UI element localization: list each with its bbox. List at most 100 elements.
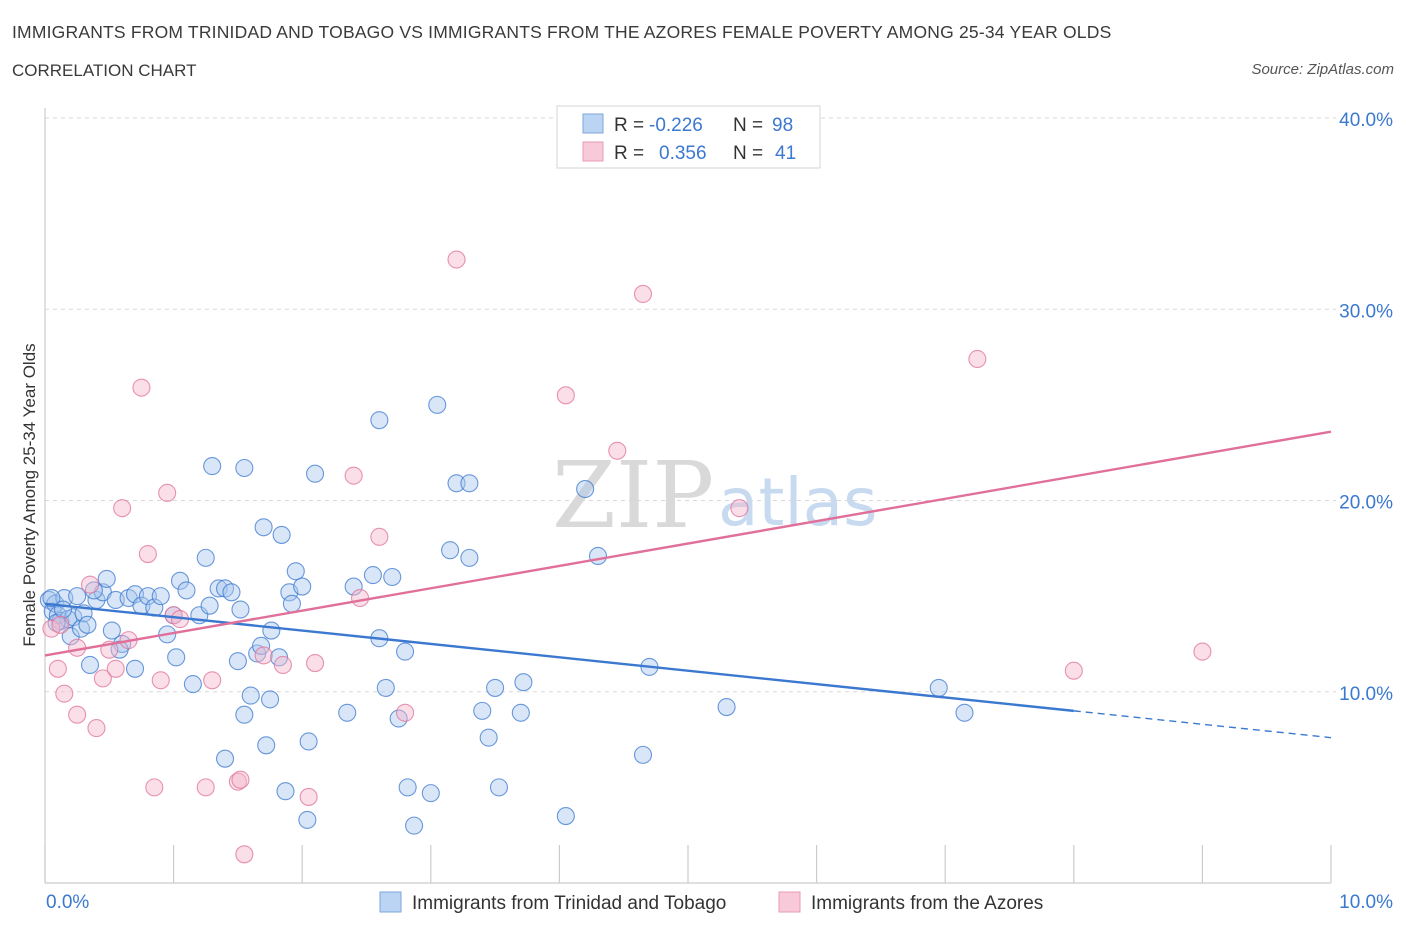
stats-pink-n-value: 41	[775, 143, 796, 164]
azores-point-7	[93, 669, 112, 688]
trinidad-point-77	[460, 548, 479, 567]
trinidad-point-76	[447, 474, 466, 493]
stats-pink-r-value: 0.356	[659, 143, 707, 164]
trinidad-point-56	[282, 594, 301, 613]
y-tick-label-0: 10.0%	[1339, 684, 1393, 705]
trinidad-point-44	[235, 458, 254, 478]
azores-point-40	[51, 615, 70, 634]
trinidad-point-87	[588, 546, 608, 566]
trinidad-point-63	[344, 577, 363, 596]
trinidad-point-7	[61, 627, 80, 646]
watermark-atlas: atlas	[718, 464, 878, 541]
trinidad-point-62	[338, 703, 357, 722]
trinidad-point-68	[383, 567, 402, 587]
legend-blue-label: Immigrants from Trinidad and Tobago	[412, 893, 726, 914]
azores-point-29	[351, 588, 370, 608]
series-trinidad-points	[39, 395, 974, 835]
trinidad-point-54	[276, 782, 295, 801]
trinidad-point-83	[511, 703, 530, 722]
azores-trend-line	[44, 430, 1332, 657]
trinidad-point-51	[262, 621, 281, 640]
azores-point-27	[306, 654, 325, 673]
x-tick-label-1: 10.0%	[1339, 892, 1393, 913]
series-azores-points	[42, 250, 1212, 864]
x-tick-label-0: 0.0%	[46, 892, 89, 913]
azores-point-33	[556, 386, 575, 405]
azores-point-12	[132, 378, 151, 397]
azores-point-19	[196, 778, 215, 797]
legend-pink-swatch	[778, 891, 801, 913]
azores-point-23	[235, 845, 254, 864]
trinidad-point-34	[196, 548, 215, 567]
trinidad-point-90	[717, 697, 736, 717]
azores-point-14	[145, 778, 164, 797]
trinidad-point-84	[514, 673, 533, 692]
trinidad-point-29	[167, 648, 186, 667]
trinidad-point-93	[42, 588, 61, 608]
azores-point-9	[106, 659, 125, 678]
trinidad-point-39	[215, 749, 235, 768]
azores-point-36	[730, 499, 749, 518]
azores-point-22	[231, 770, 250, 789]
trinidad-point-57	[286, 562, 305, 581]
trinidad-point-91	[929, 678, 948, 697]
trinidad-point-80	[479, 728, 498, 747]
trinidad-point-24	[138, 587, 157, 606]
azores-point-4	[68, 705, 87, 724]
trinidad-point-92	[955, 703, 974, 722]
trinidad-point-64	[363, 566, 382, 585]
trinidad-point-9	[68, 587, 87, 606]
trinidad-point-40	[222, 583, 241, 602]
trinidad-point-72	[405, 816, 424, 835]
trinidad-point-71	[398, 778, 417, 797]
trinidad-point-53	[272, 525, 291, 544]
chart-subtitle: CORRELATION CHART	[12, 61, 197, 80]
trinidad-point-70	[396, 642, 415, 661]
legend-blue-swatch	[379, 891, 402, 913]
trinidad-point-43	[235, 705, 254, 724]
trinidad-point-86	[576, 479, 595, 499]
trinidad-point-30	[170, 571, 190, 590]
trinidad-point-82	[489, 778, 509, 797]
gridlines	[45, 117, 1336, 693]
azores-point-10	[113, 499, 132, 518]
trinidad-point-42	[231, 600, 250, 619]
azores-point-2	[55, 684, 74, 703]
trinidad-point-36	[203, 457, 222, 476]
azores-point-35	[633, 284, 653, 304]
stats-blue-n-value: 98	[772, 115, 793, 136]
azores-point-5	[80, 575, 100, 594]
azores-point-0	[42, 619, 61, 638]
azores-point-13	[138, 544, 157, 564]
azores-point-24	[254, 646, 273, 665]
azores-point-26	[299, 787, 318, 806]
trinidad-point-13	[80, 655, 100, 675]
trinidad-point-75	[441, 541, 460, 560]
trinidad-point-66	[370, 411, 389, 430]
trinidad-trend-extension	[1073, 710, 1332, 739]
trinidad-point-81	[486, 678, 505, 697]
trinidad-point-16	[97, 569, 116, 588]
trinidad-point-41	[228, 652, 247, 671]
source-credit: Source: ZipAtlas.com	[1251, 61, 1394, 78]
trinidad-point-61	[306, 464, 325, 483]
y-tick-label-2: 30.0%	[1339, 301, 1393, 322]
stats-blue-swatch	[582, 113, 604, 134]
azores-point-16	[158, 483, 177, 502]
trinidad-point-60	[299, 732, 318, 751]
trinidad-point-85	[556, 807, 575, 826]
trinidad-point-32	[183, 675, 202, 694]
trinidad-point-88	[633, 745, 653, 764]
trinidad-point-31	[177, 581, 196, 600]
azores-point-37	[968, 349, 987, 369]
azores-point-6	[87, 719, 106, 738]
trinidad-point-21	[125, 659, 145, 678]
tick-labels: 10.0% 20.0% 30.0% 40.0% 0.0% 10.0%	[46, 110, 1393, 913]
y-axis-label: Female Poverty Among 25-34 Year Olds	[20, 343, 39, 646]
azores-point-30	[370, 527, 389, 546]
stats-blue-r-label: R =	[614, 115, 644, 136]
trinidad-point-50	[260, 690, 280, 709]
watermark-zip: ZIP	[552, 442, 714, 549]
trend-lines	[44, 430, 1332, 739]
